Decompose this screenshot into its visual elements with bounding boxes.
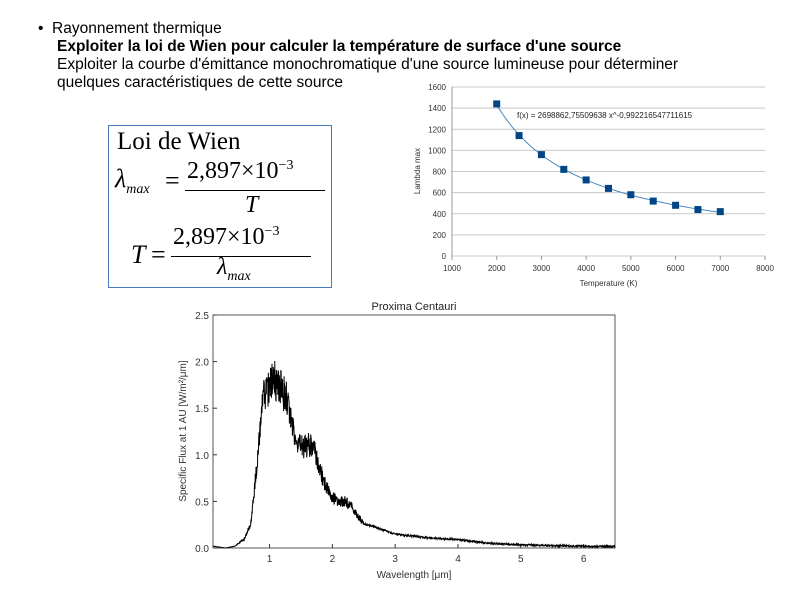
- data-point: [515, 132, 523, 140]
- y-tick-label: 800: [433, 168, 447, 177]
- data-point: [605, 184, 612, 192]
- slide-line-1: Exploiter la courbe d'émittance monochro…: [57, 56, 679, 73]
- y-tick-label: 0: [442, 252, 447, 261]
- x-tick-label: 4: [455, 554, 461, 565]
- data-point: [716, 208, 724, 216]
- equals-2: =: [151, 240, 166, 269]
- data-point: [672, 201, 680, 209]
- y-tick-label: 1.0: [195, 451, 209, 462]
- data-point: [560, 165, 568, 173]
- y-axis-label: Lambda max: [413, 148, 422, 194]
- x-tick-label: 1000: [443, 264, 461, 273]
- x-tick-label: 1: [267, 554, 273, 565]
- T-symbol: T: [131, 240, 146, 269]
- bullet-title: Rayonnement thermique: [52, 20, 222, 37]
- slide-text: • Rayonnement thermique Exploiter la loi…: [38, 20, 678, 92]
- data-point: [649, 197, 657, 205]
- slide-heading: Exploiter la loi de Wien pour calculer l…: [57, 38, 622, 55]
- denominator-T: T: [245, 192, 259, 218]
- fraction-bar-1: [185, 190, 325, 191]
- x-tick-label: 8000: [756, 264, 774, 273]
- data-point: [493, 100, 501, 108]
- y-tick-label: 0.0: [195, 544, 209, 555]
- y-tick-label: 600: [433, 189, 447, 198]
- numerator-1: 2,897×10−3: [187, 158, 294, 184]
- spectrum-line: [212, 360, 616, 549]
- y-tick-label: 1000: [428, 146, 446, 155]
- y-axis-label: Specific Flux at 1 AU [W/m²/μm]: [178, 360, 189, 502]
- lambda-symbol: λmax: [115, 164, 150, 198]
- equals-1: =: [165, 166, 180, 195]
- y-tick-label: 1200: [428, 125, 446, 134]
- x-tick-label: 6000: [667, 264, 685, 273]
- x-axis-label: Wavelength [μm]: [377, 570, 452, 581]
- fraction-bar-2: [171, 256, 311, 257]
- x-tick-label: 3000: [533, 264, 551, 273]
- y-tick-label: 0.5: [195, 497, 209, 508]
- x-axis-label: Temperature (K): [580, 279, 638, 288]
- chart-title: Proxima Centauri: [372, 301, 457, 313]
- y-tick-label: 1400: [428, 104, 446, 113]
- x-tick-label: 4000: [577, 264, 595, 273]
- x-tick-label: 7000: [711, 264, 729, 273]
- y-tick-label: 2.0: [195, 358, 209, 369]
- x-tick-label: 3: [392, 554, 398, 565]
- slide-line-2: quelques caractéristiques de cette sourc…: [57, 74, 344, 91]
- data-point: [582, 176, 590, 184]
- x-tick-label: 2000: [488, 264, 506, 273]
- y-tick-label: 2.5: [195, 311, 209, 322]
- trendline-equation: f(x) = 2698862,75509638 x^-0,99221654771…: [517, 111, 693, 120]
- data-point: [694, 206, 702, 214]
- formula-title: Loi de Wien: [117, 128, 241, 155]
- x-tick-label: 5000: [622, 264, 640, 273]
- wien-law-box: Loi de Wien λmax = 2,897×10−3 T T = 2,89…: [108, 125, 332, 288]
- data-point: [537, 151, 545, 159]
- x-tick-label: 2: [330, 554, 336, 565]
- trendline: [496, 104, 721, 213]
- denominator-lambda: λmax: [217, 254, 251, 284]
- data-point: [627, 191, 635, 199]
- y-tick-label: 1.5: [195, 404, 209, 415]
- numerator-2: 2,897×10−3: [173, 224, 280, 250]
- y-tick-label: 400: [433, 210, 447, 219]
- x-tick-label: 5: [518, 554, 524, 565]
- x-tick-label: 6: [581, 554, 587, 565]
- plot-frame: [212, 314, 616, 549]
- bullet-dot: •: [38, 20, 53, 37]
- y-tick-label: 200: [433, 231, 447, 240]
- y-tick-label: 1600: [428, 83, 446, 92]
